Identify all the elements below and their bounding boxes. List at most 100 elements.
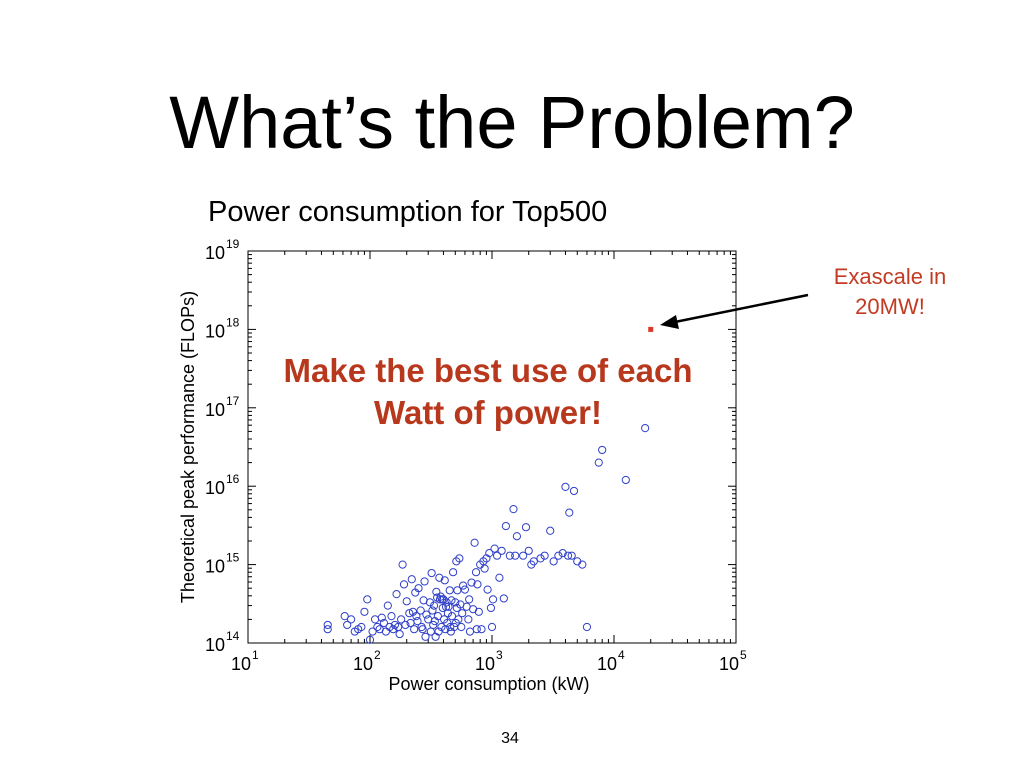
exascale-arrow — [669, 293, 809, 325]
data-point — [416, 606, 425, 615]
data-point — [464, 615, 473, 624]
data-point — [392, 590, 401, 599]
data-point — [389, 625, 398, 634]
data-point — [486, 603, 496, 613]
data-point — [397, 615, 406, 624]
y-tick-label: 10 14 — [205, 629, 240, 655]
data-point — [363, 595, 372, 604]
data-point — [467, 578, 476, 587]
data-point — [443, 609, 452, 618]
slide-title: What’s the Problem? — [169, 81, 855, 164]
data-point — [420, 577, 429, 586]
data-point — [474, 607, 483, 616]
data-point — [621, 475, 630, 485]
x-tick-exponent: 1 — [252, 648, 259, 662]
data-point — [398, 560, 407, 569]
exascale-note: Exascale in 20MW! — [790, 262, 990, 322]
data-point — [495, 573, 504, 582]
x-tick-exponent: 2 — [374, 648, 381, 662]
data-point — [383, 601, 392, 610]
x-tick-base: 10 — [719, 654, 739, 674]
data-point — [536, 554, 545, 563]
data-point — [357, 622, 366, 632]
y-tick-base: 10 — [205, 243, 225, 263]
data-point — [446, 622, 455, 632]
y-tick-label: 10 18 — [205, 315, 240, 341]
data-point — [429, 601, 439, 610]
data-point — [401, 620, 410, 630]
data-point — [373, 622, 382, 632]
data-point — [442, 598, 451, 607]
y-tick-exponent: 18 — [226, 315, 240, 329]
data-point — [499, 594, 508, 603]
data-point — [641, 424, 650, 433]
x-tick-base: 10 — [475, 654, 495, 674]
data-point — [399, 580, 409, 589]
data-point — [524, 546, 533, 555]
plot-frame — [247, 250, 737, 644]
data-point — [488, 595, 498, 604]
data-point — [501, 521, 511, 531]
data-point — [451, 598, 460, 607]
exascale-line-2: 20MW! — [855, 294, 925, 319]
data-point — [473, 580, 482, 589]
data-point — [487, 622, 497, 632]
data-point — [405, 609, 414, 618]
data-point — [509, 505, 518, 514]
data-point — [432, 587, 441, 596]
data-point — [472, 625, 481, 634]
y-tick-base: 10 — [205, 478, 225, 498]
callout-line-2: Watt of power! — [374, 394, 602, 431]
x-tick-exponent: 5 — [740, 648, 747, 662]
x-tick-exponent: 3 — [496, 648, 503, 662]
data-point — [402, 597, 411, 606]
data-point — [428, 606, 437, 615]
data-point — [323, 625, 332, 634]
data-point — [480, 564, 489, 573]
data-point — [540, 551, 549, 560]
exascale-point — [648, 326, 654, 332]
data-point — [452, 557, 461, 566]
data-point — [521, 523, 531, 532]
x-tick-base: 10 — [231, 654, 251, 674]
y-tick-exponent: 14 — [226, 629, 240, 643]
data-point — [492, 551, 502, 560]
y-tick-base: 10 — [205, 557, 225, 577]
x-tick-base: 10 — [353, 654, 373, 674]
data-point — [427, 568, 436, 578]
y-tick-label: 10 16 — [205, 472, 240, 498]
data-point — [323, 620, 332, 630]
data-point — [519, 551, 528, 560]
data-point — [465, 595, 474, 604]
data-point — [457, 622, 466, 632]
data-point — [483, 585, 492, 594]
efficiency-callout: Make the best use of each Watt of power! — [236, 350, 740, 434]
y-tick-exponent: 15 — [226, 551, 240, 565]
data-point — [470, 538, 479, 547]
x-tick-label: 10 2 — [353, 648, 381, 674]
y-tick-label: 10 15 — [205, 551, 240, 577]
x-tick-label: 10 5 — [719, 648, 747, 674]
data-point — [422, 610, 431, 619]
data-point — [360, 607, 369, 616]
data-point — [459, 581, 468, 590]
data-point — [381, 627, 391, 636]
exascale-arrowhead — [660, 315, 679, 329]
data-point — [458, 609, 467, 618]
data-point — [441, 625, 450, 634]
data-point — [440, 576, 449, 585]
data-point — [379, 618, 389, 628]
data-point — [410, 625, 419, 634]
data-point — [340, 612, 349, 621]
data-point — [421, 632, 430, 641]
data-point — [387, 612, 396, 621]
y-tick-label: 10 19 — [205, 237, 240, 263]
x-tick-label: 10 3 — [475, 648, 503, 674]
data-point — [569, 486, 579, 496]
data-point — [365, 635, 375, 644]
data-point — [454, 615, 463, 624]
y-tick-base: 10 — [205, 321, 225, 341]
data-point — [578, 560, 587, 569]
data-point — [455, 554, 464, 563]
